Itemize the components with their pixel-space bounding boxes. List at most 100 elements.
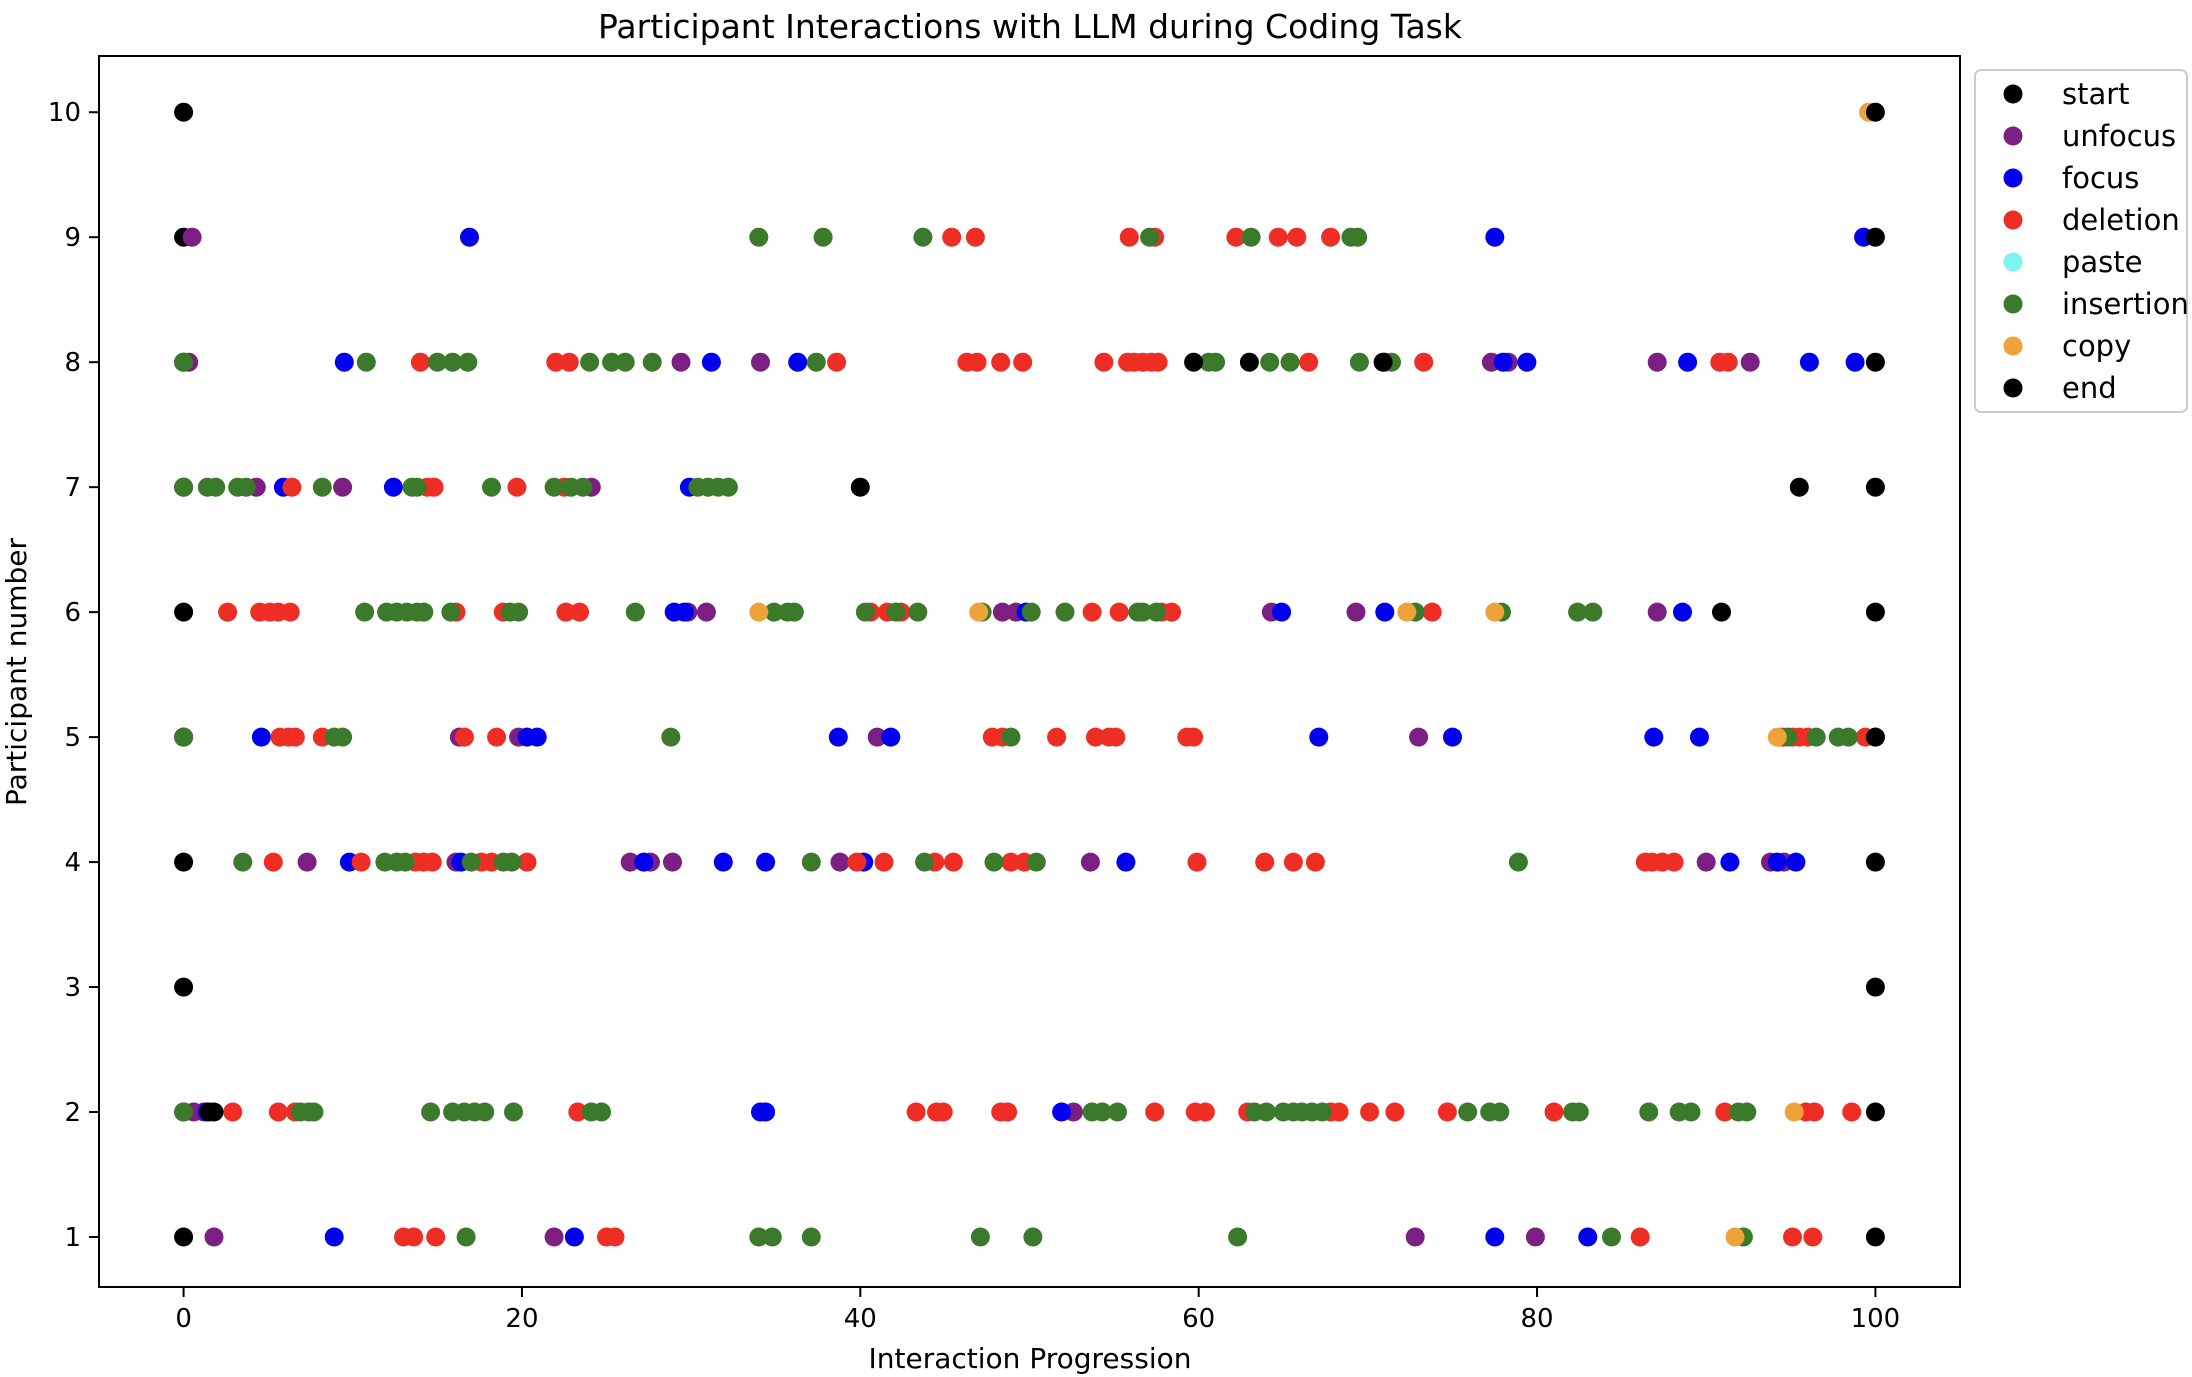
point-insertion-7 <box>174 352 194 372</box>
point-end-11 <box>1865 852 1885 872</box>
point-insertion-6 <box>1348 227 1368 247</box>
point-deletion-14 <box>991 352 1011 372</box>
y-tick-label-7: 8 <box>64 348 81 378</box>
point-insertion-46 <box>441 602 461 622</box>
point-deletion-53 <box>487 727 507 747</box>
point-insertion-101 <box>1092 1102 1112 1122</box>
point-deletion-118 <box>1783 1227 1802 1247</box>
point-insertion-32 <box>482 477 501 497</box>
point-deletion-39 <box>570 602 589 622</box>
x-tick-label-3: 60 <box>1182 1304 1215 1334</box>
point-deletion-22 <box>1299 352 1319 372</box>
point-insertion-68 <box>333 727 353 747</box>
point-deletion-9 <box>546 352 566 372</box>
x-tick-label-4: 80 <box>1520 1304 1553 1334</box>
point-deletion-57 <box>1086 727 1105 747</box>
point-insertion-74 <box>1838 727 1858 747</box>
point-end-9 <box>1712 602 1731 622</box>
point-end-14 <box>204 1102 224 1122</box>
point-insertion-49 <box>625 602 645 622</box>
point-focus-5 <box>788 352 808 372</box>
point-insertion-88 <box>174 1102 194 1122</box>
point-insertion-84 <box>915 852 935 872</box>
point-focus-36 <box>1720 852 1740 872</box>
x-tick-label-2: 40 <box>844 1304 877 1334</box>
legend-label-deletion: deletion <box>2062 203 2180 237</box>
point-insertion-35 <box>573 477 593 497</box>
point-deletion-7 <box>1321 227 1341 247</box>
legend-marker-insertion <box>2003 294 2023 314</box>
point-focus-31 <box>634 852 654 872</box>
point-unfocus-12 <box>696 602 716 622</box>
y-tick-label-9: 10 <box>48 98 81 128</box>
point-deletion-23 <box>1414 352 1434 372</box>
legend-label-start: start <box>2062 77 2130 111</box>
point-unfocus-2 <box>671 352 691 372</box>
point-deletion-114 <box>426 1227 446 1247</box>
x-axis-label: Interaction Progression <box>869 1342 1192 1375</box>
point-copy-5 <box>1767 727 1787 747</box>
point-deletion-93 <box>906 1102 926 1122</box>
legend-marker-paste <box>2003 252 2023 272</box>
y-tick-label-8: 9 <box>64 223 81 253</box>
point-deletion-28 <box>424 477 444 497</box>
point-end-16 <box>1865 1227 1885 1247</box>
point-focus-7 <box>1517 352 1537 372</box>
legend-box <box>1974 69 2188 413</box>
point-deletion-26 <box>282 477 302 497</box>
point-deletion-35 <box>280 602 300 622</box>
point-insertion-120 <box>456 1227 476 1247</box>
point-copy-4 <box>1485 602 1505 622</box>
point-deletion-79 <box>1001 852 1021 872</box>
y-tick-label-6: 7 <box>64 473 81 503</box>
y-tick-label-1: 2 <box>64 1098 81 1128</box>
point-deletion-82 <box>1255 852 1275 872</box>
point-unfocus-6 <box>1647 352 1667 372</box>
point-unfocus-22 <box>1409 727 1429 747</box>
point-deletion-111 <box>1842 1102 1862 1122</box>
legend-label-paste: paste <box>2062 245 2143 279</box>
point-unfocus-40 <box>1525 1227 1545 1247</box>
point-start-0 <box>174 102 194 122</box>
point-focus-35 <box>1116 852 1136 872</box>
point-insertion-117 <box>1681 1102 1701 1122</box>
point-unfocus-3 <box>751 352 770 372</box>
point-insertion-92 <box>421 1102 441 1122</box>
point-insertion-114 <box>1569 1102 1589 1122</box>
point-start-7 <box>174 977 194 997</box>
point-unfocus-7 <box>1740 352 1760 372</box>
point-insertion-31 <box>407 477 427 497</box>
point-deletion-16 <box>1094 352 1114 372</box>
point-insertion-57 <box>1021 602 1041 622</box>
point-insertion-87 <box>1508 852 1528 872</box>
point-insertion-53 <box>855 602 875 622</box>
point-deletion-103 <box>1329 1102 1349 1122</box>
point-deletion-119 <box>1803 1227 1823 1247</box>
point-insertion-21 <box>1349 352 1369 372</box>
point-insertion-20 <box>1280 352 1300 372</box>
legend-label-copy: copy <box>2062 329 2131 363</box>
point-deletion-15 <box>1013 352 1033 372</box>
point-deletion-43 <box>1082 602 1102 622</box>
point-unfocus-39 <box>1405 1227 1425 1247</box>
point-unfocus-29 <box>1080 852 1100 872</box>
point-insertion-96 <box>475 1102 495 1122</box>
y-tick-label-4: 5 <box>64 723 81 753</box>
point-insertion-97 <box>504 1102 523 1122</box>
point-focus-17 <box>1272 602 1292 622</box>
point-unfocus-30 <box>1696 852 1716 872</box>
point-deletion-5 <box>1268 227 1288 247</box>
point-insertion-8 <box>356 352 376 372</box>
point-focus-23 <box>828 727 848 747</box>
point-end-1 <box>1865 227 1885 247</box>
series-end <box>199 102 1885 1247</box>
point-deletion-84 <box>1305 852 1325 872</box>
point-deletion-38 <box>556 602 576 622</box>
point-insertion-1 <box>813 227 833 247</box>
point-focus-18 <box>1375 602 1395 622</box>
point-end-4 <box>1373 352 1393 372</box>
point-unfocus-13 <box>992 602 1012 622</box>
point-deletion-74 <box>517 852 537 872</box>
point-end-10 <box>1865 602 1885 622</box>
point-insertion-72 <box>1806 727 1826 747</box>
